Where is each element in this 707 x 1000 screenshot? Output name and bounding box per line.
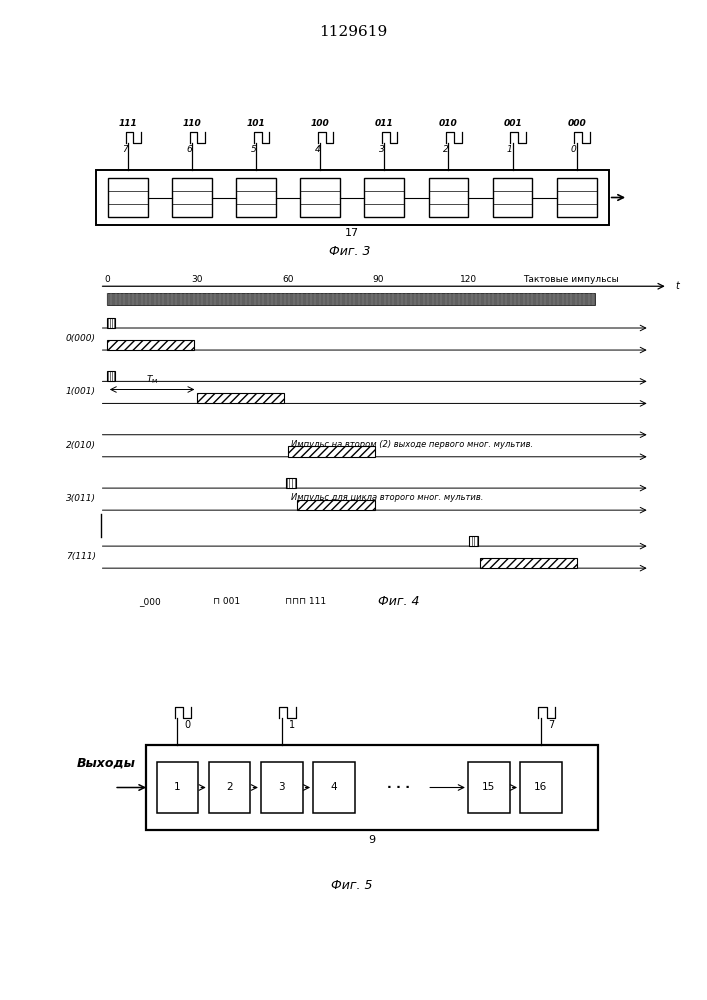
- Bar: [313, 762, 355, 813]
- Text: 000: 000: [567, 119, 586, 128]
- Text: Фиг. 4: Фиг. 4: [378, 595, 420, 608]
- Text: · · ·: · · ·: [387, 781, 410, 794]
- Text: 1: 1: [288, 720, 295, 730]
- Bar: [469, 536, 478, 546]
- Text: 1129619: 1129619: [320, 25, 387, 39]
- Text: Выходы: Выходы: [76, 757, 135, 770]
- Bar: [156, 762, 198, 813]
- Bar: [297, 500, 375, 510]
- Bar: [428, 178, 468, 217]
- Text: 3: 3: [279, 782, 285, 792]
- Text: 011: 011: [375, 119, 394, 128]
- Text: Импульс для цикла второго мног. мультив.: Импульс для цикла второго мног. мультив.: [291, 493, 484, 502]
- Bar: [365, 178, 404, 217]
- Text: 001: 001: [503, 119, 522, 128]
- Text: 1: 1: [174, 782, 181, 792]
- Text: 111: 111: [119, 119, 137, 128]
- Bar: [261, 762, 303, 813]
- Text: Фиг. 5: Фиг. 5: [331, 879, 373, 892]
- Bar: [107, 371, 115, 381]
- Bar: [479, 558, 577, 568]
- Text: 17: 17: [345, 228, 359, 237]
- Bar: [107, 293, 595, 305]
- Text: Импульс на втором (2) выходе первого мног. мультив.: Импульс на втором (2) выходе первого мно…: [291, 440, 534, 449]
- Bar: [300, 178, 340, 217]
- Bar: [173, 178, 212, 217]
- Text: 010: 010: [439, 119, 458, 128]
- Text: 110: 110: [182, 119, 201, 128]
- Text: 2: 2: [443, 145, 448, 154]
- Text: 7: 7: [122, 145, 128, 154]
- Text: ⊓ 001: ⊓ 001: [213, 597, 240, 606]
- Text: 5: 5: [250, 145, 256, 154]
- Text: 7(111): 7(111): [66, 552, 96, 561]
- Bar: [146, 745, 598, 830]
- Text: 0: 0: [571, 145, 577, 154]
- Text: 30: 30: [192, 275, 203, 284]
- Text: 1: 1: [507, 145, 513, 154]
- Text: 15: 15: [482, 782, 496, 792]
- Bar: [493, 178, 532, 217]
- Bar: [197, 393, 284, 403]
- Text: 0: 0: [185, 720, 190, 730]
- Text: 2(010): 2(010): [66, 441, 96, 450]
- Text: 90: 90: [373, 275, 384, 284]
- Bar: [520, 762, 562, 813]
- Text: 101: 101: [247, 119, 266, 128]
- Bar: [107, 340, 194, 350]
- Text: _000: _000: [139, 597, 161, 606]
- Text: 4: 4: [315, 145, 320, 154]
- Bar: [108, 178, 148, 217]
- Text: 16: 16: [534, 782, 547, 792]
- Bar: [236, 178, 276, 217]
- Text: 6: 6: [187, 145, 192, 154]
- Text: $T_{\rm M}$: $T_{\rm M}$: [146, 374, 158, 386]
- Text: 1(001): 1(001): [66, 387, 96, 396]
- Bar: [107, 318, 115, 328]
- Bar: [557, 178, 597, 217]
- Text: Фиг. 3: Фиг. 3: [329, 245, 370, 258]
- Text: ⊓⊓⊓ 111: ⊓⊓⊓ 111: [286, 597, 327, 606]
- Text: 4: 4: [331, 782, 337, 792]
- Text: Тактовые импульсы: Тактовые импульсы: [523, 275, 619, 284]
- Text: 120: 120: [460, 275, 477, 284]
- Text: 3: 3: [379, 145, 385, 154]
- Text: 9: 9: [368, 835, 375, 845]
- Text: 0(000): 0(000): [66, 334, 96, 343]
- Text: 7: 7: [548, 720, 554, 730]
- Bar: [209, 762, 250, 813]
- Bar: [96, 170, 609, 225]
- Text: 100: 100: [311, 119, 329, 128]
- Bar: [468, 762, 510, 813]
- Text: t: t: [675, 281, 679, 291]
- Text: 2: 2: [226, 782, 233, 792]
- Text: 0: 0: [104, 275, 110, 284]
- Bar: [288, 446, 375, 457]
- Text: 3(011): 3(011): [66, 494, 96, 503]
- Text: 60: 60: [282, 275, 293, 284]
- Bar: [286, 478, 296, 488]
